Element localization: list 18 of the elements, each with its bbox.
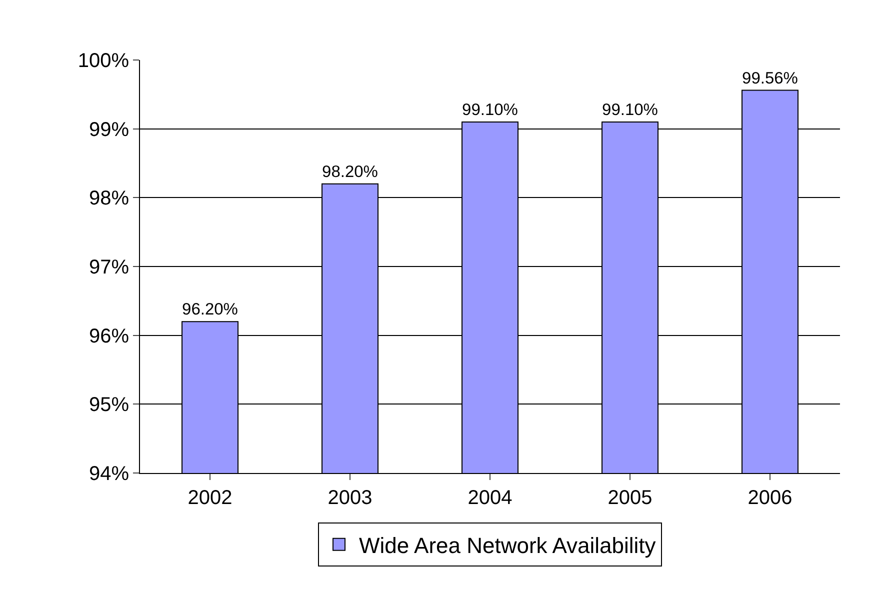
data-label: 96.20%: [182, 300, 238, 319]
data-label: 99.10%: [602, 101, 658, 120]
legend-label: Wide Area Network Availability: [359, 532, 656, 558]
y-tick-label: 99%: [88, 118, 130, 141]
y-tick-label: 100%: [78, 50, 130, 72]
x-tick-label: 2005: [608, 487, 652, 509]
y-tick-label: 94%: [88, 463, 130, 485]
x-tick-label: 2006: [748, 487, 792, 509]
y-tick-label: 95%: [88, 394, 130, 416]
x-tick-label: 2004: [468, 487, 512, 509]
data-label: 98.20%: [322, 163, 378, 182]
y-tick-label: 96%: [88, 325, 130, 348]
x-tick-label: 2002: [188, 487, 232, 509]
y-tick-label: 97%: [88, 256, 130, 278]
data-label: 99.10%: [462, 101, 518, 120]
y-tick-label: 98%: [88, 188, 130, 210]
x-tick-label: 2003: [328, 487, 372, 509]
data-label: 99.56%: [742, 69, 798, 88]
